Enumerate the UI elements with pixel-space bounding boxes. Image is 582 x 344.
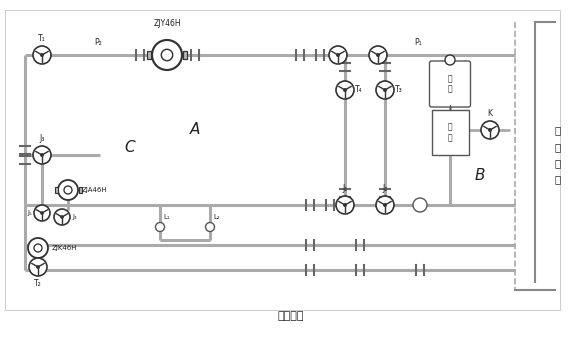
Text: ZJK46H: ZJK46H [52, 245, 77, 251]
Circle shape [445, 55, 455, 65]
Text: L₂: L₂ [213, 214, 220, 220]
Circle shape [41, 212, 44, 214]
Text: 循
环
水
池: 循 环 水 池 [555, 126, 561, 185]
Circle shape [34, 244, 42, 252]
Bar [147, 51, 151, 59]
Circle shape [37, 265, 40, 269]
Text: （图１）: （图１） [278, 311, 304, 321]
Circle shape [336, 81, 354, 99]
Circle shape [28, 238, 48, 258]
Circle shape [384, 203, 386, 207]
Circle shape [54, 209, 70, 225]
Text: 电
机: 电 机 [448, 123, 452, 142]
Bar [5, 10, 560, 310]
FancyBboxPatch shape [430, 61, 470, 107]
Circle shape [343, 203, 347, 207]
Circle shape [61, 216, 63, 218]
Circle shape [152, 40, 182, 70]
Bar [431, 110, 469, 155]
Circle shape [481, 121, 499, 139]
Text: P₁: P₁ [414, 38, 422, 47]
Circle shape [488, 128, 492, 132]
Text: T₁: T₁ [38, 34, 46, 43]
Circle shape [155, 223, 165, 232]
Text: T₂: T₂ [34, 279, 42, 288]
Text: P₂: P₂ [94, 38, 102, 47]
Text: J₄: J₄ [72, 214, 77, 220]
Circle shape [40, 153, 44, 157]
Text: ZJY46H: ZJY46H [153, 19, 181, 28]
Text: J₁: J₁ [342, 184, 347, 193]
Circle shape [336, 196, 354, 214]
Circle shape [58, 180, 78, 200]
Text: J₂: J₂ [382, 184, 388, 193]
Bar [183, 51, 187, 59]
Text: 水
泵: 水 泵 [448, 74, 452, 94]
Circle shape [34, 205, 50, 221]
Text: T₄: T₄ [355, 86, 363, 95]
Circle shape [161, 49, 173, 61]
Circle shape [413, 198, 427, 212]
Text: L₁: L₁ [163, 214, 169, 220]
Text: T₃: T₃ [395, 86, 403, 95]
Circle shape [329, 46, 347, 64]
Circle shape [384, 88, 386, 92]
Circle shape [64, 186, 72, 194]
Circle shape [205, 223, 215, 232]
Text: K: K [488, 109, 492, 118]
Text: J₅: J₅ [27, 210, 32, 216]
Bar [55, 187, 58, 193]
Circle shape [29, 258, 47, 276]
Bar [79, 187, 81, 193]
Text: ZJA46H: ZJA46H [82, 187, 108, 193]
Text: B: B [475, 168, 485, 183]
Circle shape [376, 196, 394, 214]
Circle shape [376, 81, 394, 99]
Circle shape [33, 146, 51, 164]
Circle shape [33, 46, 51, 64]
Text: C: C [125, 140, 135, 155]
Text: A: A [190, 122, 200, 138]
Circle shape [377, 53, 379, 57]
Circle shape [40, 53, 44, 57]
Text: J₃: J₃ [40, 134, 45, 143]
Circle shape [343, 88, 347, 92]
Circle shape [336, 53, 340, 57]
Circle shape [369, 46, 387, 64]
